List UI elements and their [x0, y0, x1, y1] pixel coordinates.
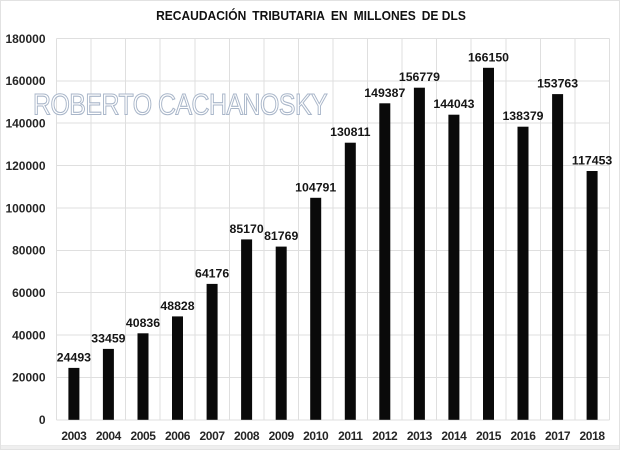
svg-text:140000: 140000 — [5, 117, 45, 131]
svg-text:104791: 104791 — [295, 180, 336, 194]
svg-text:ROBERTO CACHANOSKY: ROBERTO CACHANOSKY — [33, 87, 327, 121]
svg-text:149387: 149387 — [364, 86, 405, 100]
svg-text:153763: 153763 — [537, 77, 578, 91]
svg-text:2017: 2017 — [545, 429, 571, 443]
svg-text:120000: 120000 — [5, 159, 45, 173]
svg-text:2016: 2016 — [510, 429, 536, 443]
svg-text:60000: 60000 — [12, 286, 46, 300]
svg-text:2015: 2015 — [476, 429, 502, 443]
svg-text:117453: 117453 — [572, 154, 613, 168]
svg-text:160000: 160000 — [5, 74, 45, 88]
svg-text:2003: 2003 — [61, 429, 87, 443]
svg-text:166150: 166150 — [468, 50, 509, 64]
svg-text:2013: 2013 — [407, 429, 433, 443]
svg-text:2004: 2004 — [96, 429, 122, 443]
svg-text:85170: 85170 — [229, 222, 263, 236]
svg-text:156779: 156779 — [399, 70, 440, 84]
svg-text:2005: 2005 — [130, 429, 156, 443]
svg-text:80000: 80000 — [12, 244, 46, 258]
svg-text:2014: 2014 — [441, 429, 467, 443]
svg-text:2012: 2012 — [372, 429, 398, 443]
svg-text:20000: 20000 — [12, 371, 46, 385]
svg-text:180000: 180000 — [5, 32, 45, 46]
svg-text:2006: 2006 — [165, 429, 191, 443]
svg-text:24493: 24493 — [57, 350, 91, 364]
svg-text:40000: 40000 — [12, 328, 46, 342]
svg-text:2011: 2011 — [338, 429, 363, 443]
svg-text:RECAUDACIÓN TRIBUTARIA EN MILL: RECAUDACIÓN TRIBUTARIA EN MILLONES DE DL… — [156, 8, 466, 24]
svg-text:130811: 130811 — [330, 125, 371, 139]
svg-text:2009: 2009 — [269, 429, 295, 443]
svg-text:2007: 2007 — [200, 429, 226, 443]
svg-text:2010: 2010 — [303, 429, 329, 443]
svg-text:81769: 81769 — [264, 229, 298, 243]
svg-text:138379: 138379 — [502, 109, 543, 123]
svg-text:2008: 2008 — [234, 429, 260, 443]
svg-text:0: 0 — [39, 413, 46, 427]
svg-text:144043: 144043 — [433, 97, 474, 111]
svg-text:2018: 2018 — [580, 429, 606, 443]
svg-text:100000: 100000 — [5, 201, 45, 215]
svg-text:40836: 40836 — [126, 316, 160, 330]
svg-text:33459: 33459 — [91, 331, 125, 345]
svg-text:64176: 64176 — [195, 266, 229, 280]
svg-text:48828: 48828 — [160, 299, 194, 313]
